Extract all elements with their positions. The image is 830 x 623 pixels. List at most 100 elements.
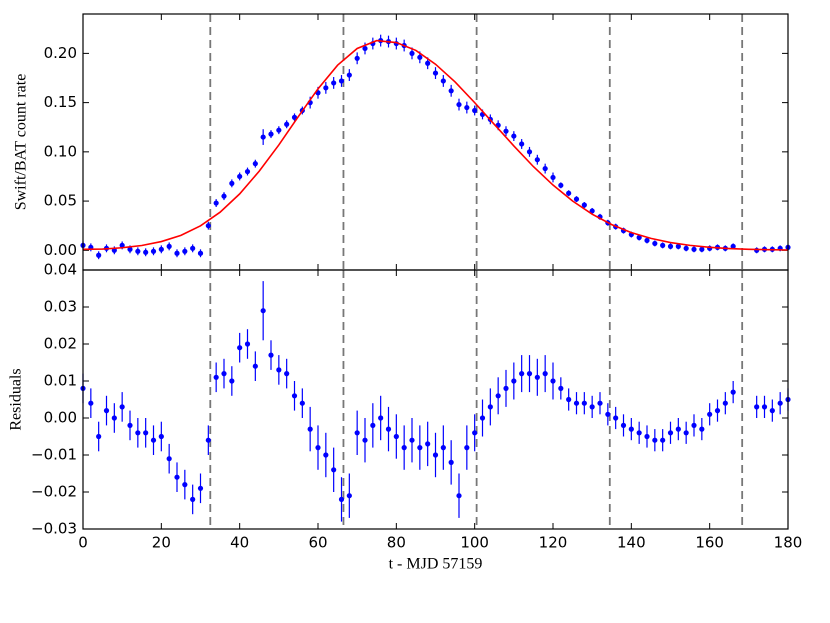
data-point — [96, 252, 102, 258]
data-point — [683, 430, 689, 436]
x-tick-label: 0 — [78, 534, 88, 552]
y-axis-label: Residuals — [8, 368, 25, 430]
data-point — [378, 415, 384, 421]
data-point — [456, 101, 462, 108]
data-point — [667, 430, 674, 436]
data-point — [472, 107, 478, 114]
data-point — [158, 433, 164, 440]
data-point — [323, 452, 329, 458]
data-point — [558, 385, 564, 391]
data-point — [754, 404, 760, 410]
data-point — [425, 60, 431, 66]
data-point — [323, 85, 329, 91]
data-point — [244, 341, 251, 347]
data-point — [683, 245, 689, 251]
data-point — [464, 104, 470, 111]
data-point — [440, 78, 446, 84]
data-point — [417, 445, 423, 451]
data-point — [652, 437, 658, 443]
data-point — [119, 404, 125, 410]
data-point — [229, 378, 235, 384]
data-point — [150, 437, 157, 443]
data-point — [472, 430, 478, 436]
data-point — [613, 415, 619, 421]
data-point — [111, 415, 117, 421]
data-point — [464, 445, 470, 451]
data-point — [252, 161, 258, 167]
data-point — [213, 374, 219, 380]
data-point — [338, 496, 345, 502]
data-point — [675, 243, 681, 249]
data-point — [628, 426, 634, 432]
data-point — [158, 246, 164, 252]
data-point — [221, 371, 227, 377]
data-point — [605, 411, 611, 417]
data-point — [213, 200, 219, 206]
data-point — [519, 141, 525, 147]
x-axis-label: t - MJD 57159 — [389, 556, 483, 573]
data-point — [667, 243, 674, 249]
data-point — [636, 430, 642, 436]
data-point — [182, 482, 188, 488]
data-point — [197, 485, 204, 491]
data-point — [542, 371, 548, 377]
data-point — [432, 452, 439, 458]
data-point — [276, 367, 282, 373]
data-point — [331, 467, 337, 473]
data-point — [205, 437, 211, 443]
data-point — [550, 378, 556, 384]
y-axis-label: Swift/BAT count rate — [13, 74, 30, 211]
data-point — [291, 114, 298, 120]
x-tick-label: 60 — [308, 534, 327, 552]
data-point — [526, 371, 533, 377]
data-point — [691, 246, 697, 252]
data-point — [503, 385, 509, 391]
data-point — [714, 408, 721, 414]
data-point — [284, 121, 290, 127]
data-point — [511, 133, 517, 139]
x-tick-label: 140 — [617, 534, 646, 552]
axes-frame — [82, 269, 789, 530]
data-point — [88, 400, 94, 406]
y-tick-label: 0.03 — [44, 298, 77, 316]
data-point — [143, 430, 149, 436]
data-point — [573, 400, 580, 406]
data-point — [205, 223, 211, 229]
x-tick-label: 160 — [695, 534, 724, 552]
y-tick-label: −0.03 — [31, 520, 77, 538]
data-point — [409, 50, 415, 56]
x-tick-label: 180 — [774, 534, 803, 552]
data-point — [346, 72, 352, 78]
data-point — [503, 128, 509, 134]
y-tick-label: 0.00 — [44, 241, 77, 259]
data-point — [495, 393, 501, 399]
data-point — [597, 400, 603, 406]
data-point — [354, 55, 360, 61]
data-point — [370, 422, 376, 428]
data-point — [534, 374, 540, 380]
data-point — [393, 433, 399, 440]
data-point — [699, 426, 705, 432]
data-point — [135, 430, 141, 436]
data-point — [268, 131, 274, 137]
data-point — [284, 371, 290, 377]
y-tick-label: 0.02 — [44, 335, 77, 353]
data-point — [644, 433, 650, 440]
data-point — [190, 496, 196, 502]
data-point — [331, 80, 337, 86]
data-point — [487, 404, 493, 410]
data-point — [143, 249, 149, 255]
data-point — [589, 208, 595, 214]
data-point — [644, 237, 650, 244]
model-line — [82, 39, 789, 251]
data-point — [354, 430, 360, 436]
y-tick-label: 0.15 — [44, 93, 77, 111]
data-point — [96, 433, 102, 440]
data-point — [675, 426, 681, 432]
data-point — [346, 493, 352, 499]
data-point — [166, 456, 172, 462]
data-point — [174, 250, 180, 256]
data-point — [237, 173, 243, 180]
data-point — [652, 240, 658, 247]
data-point — [777, 400, 783, 406]
